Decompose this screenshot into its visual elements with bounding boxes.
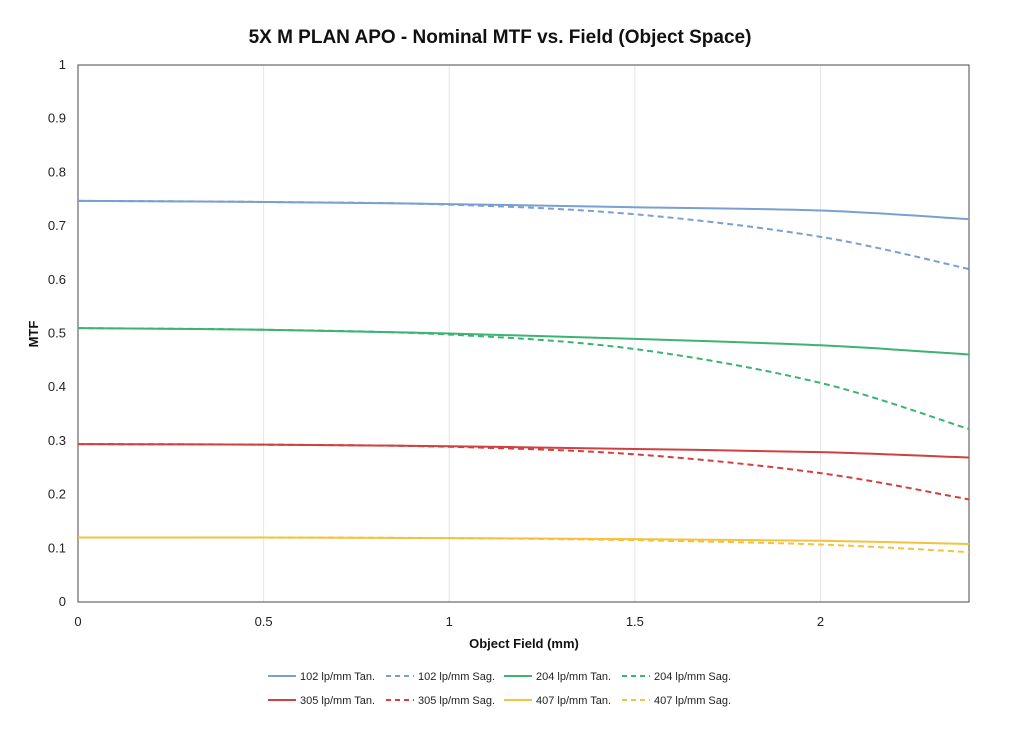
series-line-407-lp-mm-tan xyxy=(77,536,970,545)
series-line-204-lp-mm-sag xyxy=(77,327,970,431)
series-lines xyxy=(77,199,970,554)
y-tick-label: 0.9 xyxy=(48,111,66,126)
series-line-204-lp-mm-tan xyxy=(77,327,970,356)
y-tick-label: 0.8 xyxy=(48,164,66,179)
y-tick-label: 1 xyxy=(59,57,66,72)
legend-label: 407 lp/mm Sag. xyxy=(654,695,731,707)
x-tick-label: 2 xyxy=(817,614,824,629)
y-tick-label: 0.2 xyxy=(48,487,66,502)
series-line-407-lp-mm-sag xyxy=(77,536,970,554)
legend-label: 204 lp/mm Sag. xyxy=(654,671,731,683)
x-tick-label: 0 xyxy=(74,614,81,629)
series-line-305-lp-mm-tan xyxy=(77,443,970,459)
axis-ticks: 0 0.1 0.2 0.3 0.4 0.5 0.6 0.7 0.8 0.9 1 0 0.5 1 1.5 2 xyxy=(48,57,824,629)
legend-label: 204 lp/mm Tan. xyxy=(536,671,611,683)
x-axis-label: Object Field (mm) xyxy=(469,636,579,651)
y-tick-label: 0 xyxy=(59,594,66,609)
y-tick-label: 0.4 xyxy=(48,379,66,394)
legend-label: 102 lp/mm Sag. xyxy=(418,671,495,683)
y-tick-label: 0.7 xyxy=(48,218,66,233)
series-line-102-lp-mm-sag xyxy=(77,199,970,271)
series-line-102-lp-mm-tan xyxy=(77,199,970,221)
legend-label: 102 lp/mm Tan. xyxy=(300,671,375,683)
y-tick-label: 0.1 xyxy=(48,540,66,555)
y-tick-label: 0.5 xyxy=(48,326,66,341)
x-tick-label: 1.5 xyxy=(626,614,644,629)
y-tick-label: 0.6 xyxy=(48,272,66,287)
legend-label: 407 lp/mm Tan. xyxy=(536,695,611,707)
legend: 102 lp/mm Tan. 102 lp/mm Sag. 204 lp/mm Ta… xyxy=(268,671,731,707)
series-line-305-lp-mm-sag xyxy=(77,443,970,501)
legend-label: 305 lp/mm Tan. xyxy=(300,695,375,707)
plot-frame xyxy=(77,64,970,603)
legend-label: 305 lp/mm Sag. xyxy=(418,695,495,707)
x-tick-label: 1 xyxy=(446,614,453,629)
chart-title: 5X M PLAN APO - Nominal MTF vs. Field (O… xyxy=(249,27,752,48)
y-tick-label: 0.3 xyxy=(48,433,66,448)
grid xyxy=(263,65,821,602)
y-axis-label: MTF xyxy=(26,321,41,348)
x-tick-label: 0.5 xyxy=(255,614,273,629)
